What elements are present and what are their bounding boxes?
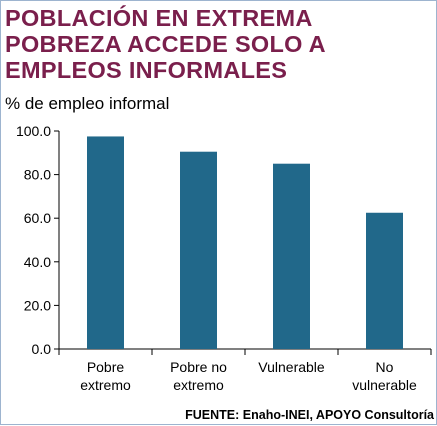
source-note: FUENTE: Enaho-INEI, APOYO Consultoría [185, 408, 434, 422]
category-label: vulnerable [352, 377, 417, 393]
category-label: extremo [173, 377, 224, 393]
y-tick-label: 0.0 [32, 341, 52, 357]
title-line-3: EMPLEOS INFORMALES [5, 57, 288, 83]
y-axis-label: % de empleo informal [5, 94, 170, 113]
bar-2 [180, 151, 217, 349]
category-label: No [376, 359, 394, 375]
bars [87, 136, 403, 349]
chart-title: POBLACIÓN EN EXTREMA POBREZA ACCEDE SOLO… [5, 5, 435, 83]
y-ticks: 0.0 20.0 40.0 60.0 80.0 100.0 [16, 123, 59, 357]
bar-4 [366, 212, 403, 349]
x-labels: Pobre extremo Pobre no extremo Vulnerable No v… [80, 359, 417, 393]
category-label: extremo [80, 377, 131, 393]
y-tick-label: 100.0 [16, 123, 51, 139]
y-tick-label: 20.0 [24, 297, 51, 313]
category-label: Pobre no [170, 359, 227, 375]
category-label: Vulnerable [258, 359, 325, 375]
title-line-2: POBREZA ACCEDE SOLO A [5, 31, 326, 57]
bar-3 [273, 163, 310, 349]
title-line-1: POBLACIÓN EN EXTREMA [5, 5, 313, 31]
y-tick-label: 40.0 [24, 254, 51, 270]
y-tick-label: 60.0 [24, 210, 51, 226]
category-label: Pobre [87, 359, 125, 375]
bar-1 [87, 136, 124, 349]
y-tick-label: 80.0 [24, 167, 51, 183]
